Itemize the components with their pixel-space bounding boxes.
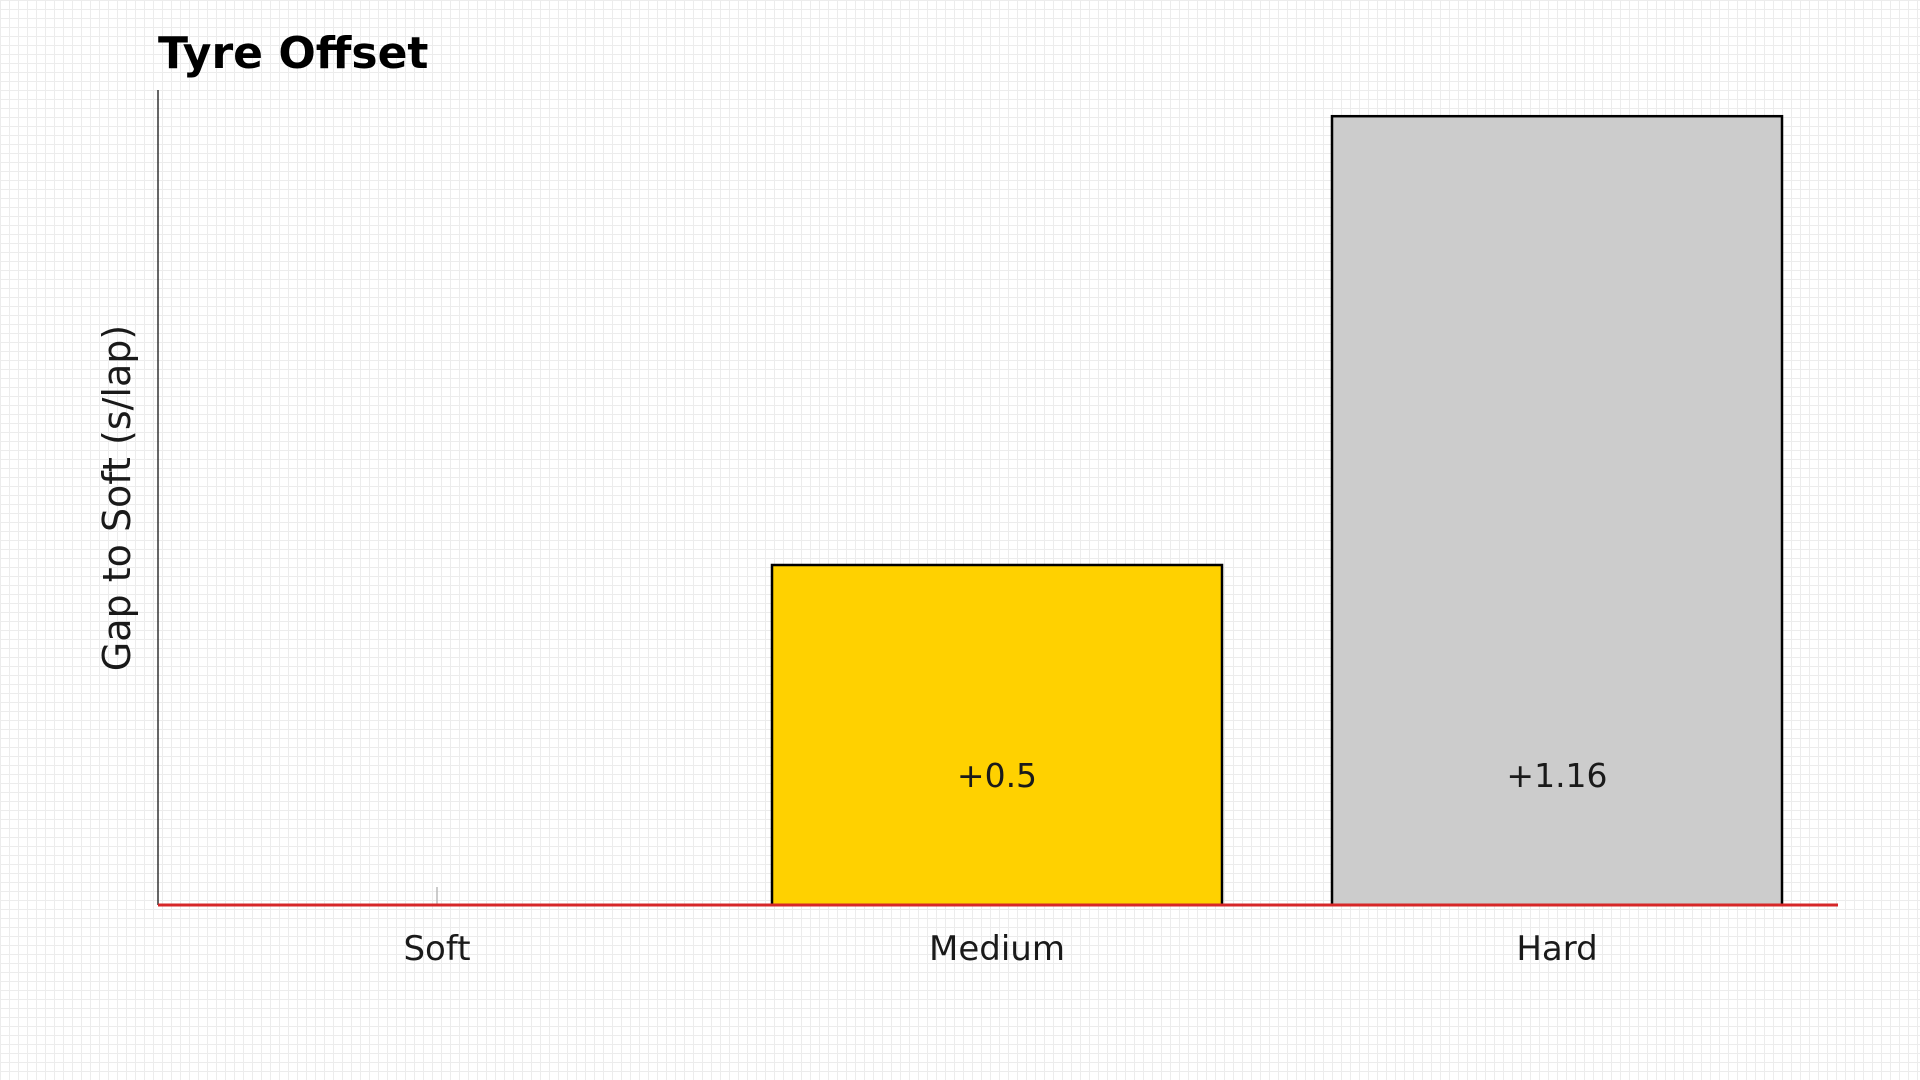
- bar-hard: [1330, 114, 1784, 907]
- y-axis-label: Gap to Soft (s/lap): [95, 325, 139, 671]
- bars-layer: +0.5 +1.16: [436, 114, 1784, 907]
- x-tick-label-medium: Medium: [929, 929, 1065, 969]
- x-tick-label-hard: Hard: [1516, 929, 1597, 969]
- x-tick-label-soft: Soft: [403, 929, 470, 969]
- x-tick-labels: Soft Medium Hard: [403, 929, 1597, 969]
- data-label-hard: +1.16: [1506, 756, 1607, 795]
- data-label-medium: +0.5: [957, 756, 1037, 795]
- bar-medium: [770, 563, 1224, 907]
- chart-title: Tyre Offset: [158, 28, 428, 79]
